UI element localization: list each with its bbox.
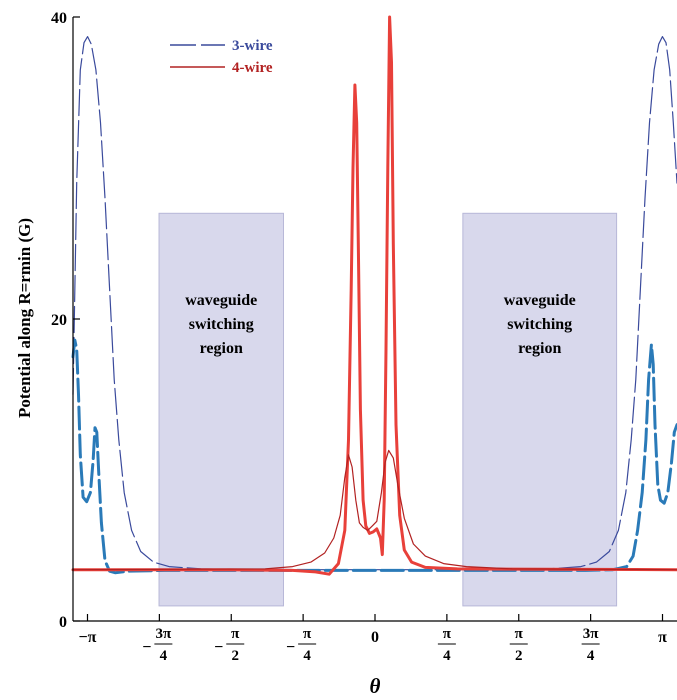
x-tick-denominator: 2 [231, 648, 239, 664]
series-line-3-wire-thick [71, 338, 677, 575]
x-tick-label: π [658, 629, 667, 646]
series-line-4-wire-thin [72, 449, 677, 571]
x-axis-label: θ [370, 674, 381, 698]
x-tick-denominator: 2 [515, 648, 523, 664]
x-tick-numerator: π [303, 626, 312, 642]
series-line-4-wire-thick [71, 15, 677, 576]
legend-label: 3-wire [232, 38, 273, 54]
y-tick-label: 20 [51, 312, 67, 329]
y-tick-label: 40 [51, 10, 67, 27]
x-tick-numerator: π [515, 626, 524, 642]
region-label-line: switching [189, 316, 254, 333]
x-tick-denominator: 4 [443, 648, 451, 664]
x-tick-denominator: 4 [303, 648, 311, 664]
region-label-line: waveguide [185, 292, 257, 309]
x-tick-denominator: 4 [587, 648, 595, 664]
region-label-line: switching [507, 316, 572, 333]
switching-region-box [462, 212, 618, 607]
y-axis-label: Potential along R=rmin (G) [15, 218, 34, 418]
y-tick-label: 0 [59, 614, 67, 631]
legend-label: 4-wire [232, 60, 273, 76]
switching-region-box [158, 212, 284, 607]
region-label-line: waveguide [504, 292, 576, 309]
x-tick-numerator: 3π [583, 626, 600, 642]
x-tick-numerator: π [443, 626, 452, 642]
x-tick-numerator: π [231, 626, 240, 642]
x-tick-label: 0 [371, 629, 379, 646]
x-tick-label: −π [79, 629, 97, 646]
switching-regions: waveguide switching region waveguide switchi… [158, 212, 618, 607]
x-tick-sign: − [286, 639, 295, 656]
x-tick-numerator: 3π [156, 626, 173, 642]
x-tick-sign: − [142, 639, 151, 656]
x-tick-sign: − [214, 639, 223, 656]
region-label-line: region [200, 340, 243, 357]
legend: 3-wire 4-wire [170, 38, 273, 76]
x-tick-denominator: 4 [160, 648, 168, 664]
series-lines [71, 15, 677, 576]
region-label-line: region [518, 340, 561, 357]
